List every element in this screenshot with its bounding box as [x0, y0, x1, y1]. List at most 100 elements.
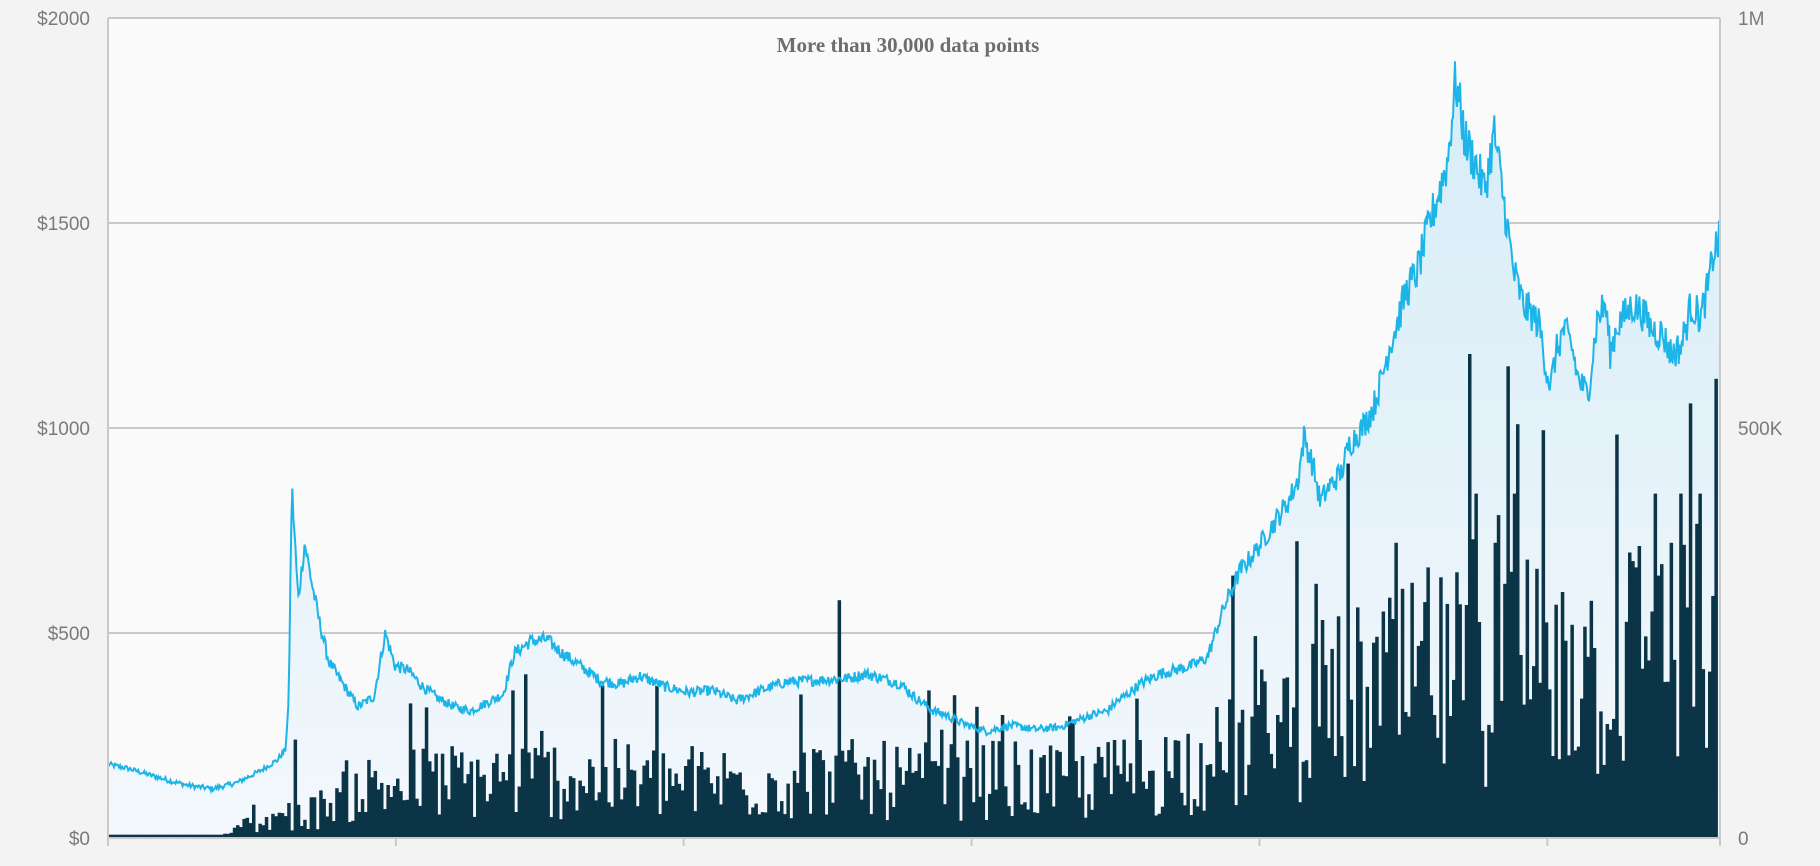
volume-bar — [744, 795, 749, 838]
volume-bar — [1304, 760, 1309, 838]
volume-bar — [1608, 729, 1613, 838]
volume-bar — [591, 766, 595, 838]
volume-bar — [952, 695, 957, 838]
volume-bar — [1404, 712, 1408, 838]
volume-bar — [671, 786, 675, 838]
volume-bar — [1375, 636, 1379, 838]
volume-bar — [1586, 656, 1590, 838]
volume-bar — [1189, 815, 1194, 838]
volume-bar — [805, 791, 810, 838]
volume-bar — [492, 762, 496, 838]
volume-bar — [1557, 759, 1562, 838]
volume-bar — [908, 747, 912, 838]
volume-bar — [696, 766, 701, 838]
volume-bar — [111, 834, 115, 838]
volume-bar — [1701, 669, 1706, 838]
volume-bar — [434, 753, 438, 838]
volume-bar — [1640, 668, 1645, 838]
volume-bar — [687, 759, 691, 838]
volume-bar — [904, 770, 909, 838]
volume-bar — [239, 827, 243, 838]
volume-bar — [728, 771, 733, 838]
volume-bar — [533, 747, 538, 838]
volume-bar — [917, 753, 922, 838]
volume-bar — [1618, 735, 1622, 838]
volume-bar — [444, 785, 448, 838]
volume-bar — [668, 768, 672, 838]
volume-bar — [1186, 733, 1190, 838]
volume-bar — [895, 746, 899, 838]
y-axis-left-labels: $0 $500 $1000 $1500 $2000 — [37, 9, 90, 850]
volume-bar — [309, 797, 314, 838]
volume-bar — [1119, 773, 1123, 838]
volume-bar — [933, 761, 938, 838]
volume-bar — [920, 778, 925, 838]
volume-bar — [357, 811, 362, 838]
volume-bar — [1269, 753, 1274, 838]
volume-bar — [1231, 575, 1235, 838]
volume-bar — [1522, 704, 1526, 838]
volume-bar — [479, 776, 483, 838]
volume-bar — [332, 821, 336, 838]
volume-bar — [1365, 686, 1370, 838]
volume-bar — [879, 789, 883, 838]
volume-bar — [213, 834, 218, 838]
volume-bar — [1170, 778, 1174, 838]
volume-bar — [1468, 354, 1472, 838]
volume-bar — [1624, 621, 1629, 838]
volume-bar — [306, 829, 310, 838]
volume-bar — [559, 819, 563, 838]
volume-bar — [1087, 794, 1091, 838]
volume-bar — [1532, 666, 1536, 838]
volume-bar — [1061, 775, 1066, 838]
volume-bar — [1202, 810, 1206, 838]
volume-bar — [450, 746, 454, 838]
volume-bar — [991, 740, 995, 838]
volume-bar — [1416, 645, 1421, 838]
volume-bar — [1250, 716, 1254, 838]
volume-bar — [1090, 809, 1094, 838]
volume-bar — [812, 749, 816, 838]
volume-bar — [146, 834, 150, 838]
volume-bar — [1228, 699, 1232, 838]
volume-bar — [277, 812, 282, 838]
volume-bar — [1176, 740, 1181, 838]
volume-bar — [197, 834, 202, 838]
volume-bar — [796, 782, 800, 838]
volume-bar — [1314, 583, 1318, 838]
volume-bar — [946, 767, 950, 838]
volume-bar — [863, 766, 867, 838]
volume-bar — [751, 807, 755, 838]
volume-bar — [1346, 463, 1350, 838]
volume-bar — [549, 817, 554, 838]
volume-bar — [1368, 747, 1373, 838]
volume-bar — [380, 782, 384, 838]
volume-bar — [520, 748, 525, 838]
volume-bar — [831, 802, 835, 838]
volume-bar — [1340, 736, 1344, 838]
volume-bar — [674, 773, 678, 838]
volume-bar — [568, 776, 573, 838]
volume-bar — [1564, 640, 1568, 838]
volume-bar — [815, 752, 819, 838]
volume-bar — [1317, 726, 1322, 838]
volume-bar — [284, 816, 288, 838]
volume-bar — [501, 772, 506, 838]
volume-bar — [1279, 722, 1283, 838]
y-left-tick-label: $1500 — [37, 214, 90, 235]
volume-bar — [1301, 761, 1306, 838]
volume-bar — [156, 834, 160, 838]
volume-bar — [930, 761, 934, 838]
volume-bar — [1151, 770, 1155, 838]
volume-bar — [175, 834, 179, 838]
volume-bar — [892, 807, 896, 838]
volume-bar — [1359, 641, 1363, 838]
volume-bar — [181, 834, 186, 838]
volume-bar — [514, 812, 518, 838]
volume-bar — [1679, 493, 1683, 838]
volume-bar — [738, 772, 742, 838]
volume-bar — [1605, 724, 1610, 838]
volume-bar — [853, 762, 858, 838]
volume-bar — [1436, 737, 1440, 838]
volume-bar — [1471, 539, 1475, 838]
